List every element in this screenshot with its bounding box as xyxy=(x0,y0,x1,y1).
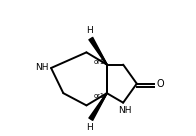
Text: or1: or1 xyxy=(93,59,104,65)
Text: NH: NH xyxy=(118,106,131,115)
Text: H: H xyxy=(86,123,93,132)
Text: NH: NH xyxy=(35,64,49,72)
Text: H: H xyxy=(86,26,93,35)
Text: O: O xyxy=(156,79,164,89)
Text: or1: or1 xyxy=(93,93,104,99)
